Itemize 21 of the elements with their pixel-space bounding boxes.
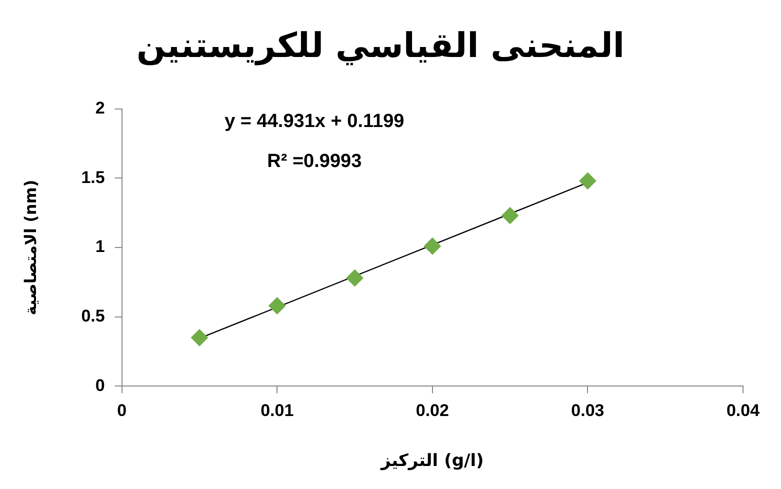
y-tick-label: 1 xyxy=(95,237,105,256)
point xyxy=(268,297,286,314)
y-tick-label: 0 xyxy=(95,376,105,395)
point xyxy=(502,207,519,224)
point xyxy=(190,329,208,346)
x-axis-title: التركيز (g/l) xyxy=(380,451,484,472)
x-tick-label: 0.02 xyxy=(416,401,449,420)
y-tick-label: 0.5 xyxy=(81,306,105,326)
x-tick-label: 0.04 xyxy=(726,401,760,420)
x-tick-label: 0.01 xyxy=(260,401,294,420)
point xyxy=(346,270,364,287)
x-tick-label: 0 xyxy=(117,401,127,420)
annotation: y = 44.931x + 0.1199 xyxy=(224,110,404,132)
chart-title: المنحنى القياسي للكريستنين xyxy=(136,26,625,66)
y-tick-label: 2 xyxy=(95,98,105,118)
annotation: R² =0.9993 xyxy=(267,150,362,172)
point xyxy=(579,172,596,190)
y-axis-title: الامتصاصية (nm) xyxy=(20,180,40,316)
y-tick-label: 1.5 xyxy=(81,168,105,187)
x-tick-label: 0.03 xyxy=(571,401,604,420)
point xyxy=(424,238,441,255)
